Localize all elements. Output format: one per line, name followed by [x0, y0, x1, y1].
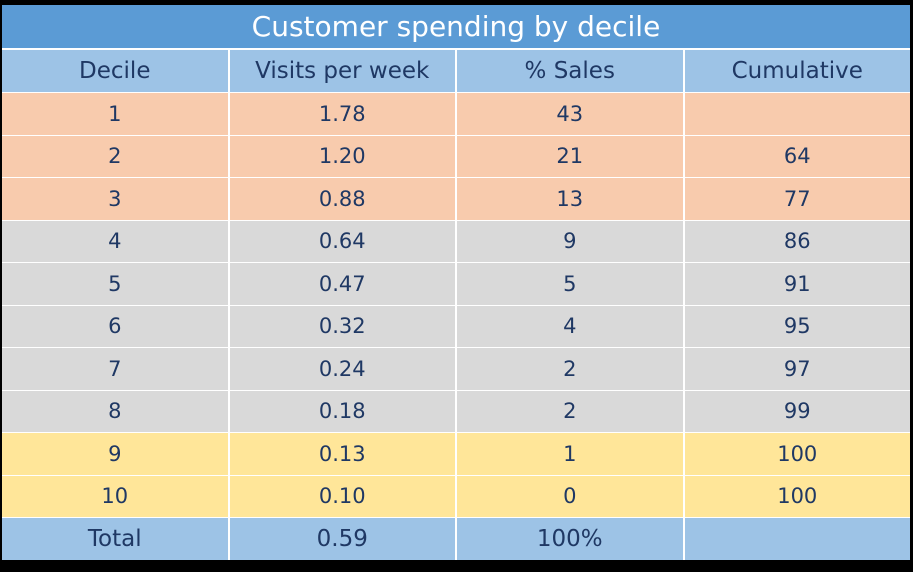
- visits-cell: 0.64: [230, 220, 457, 262]
- sales-cell: 21: [457, 135, 685, 177]
- table-row: 2 1.20 21 64: [2, 135, 910, 178]
- header-percent-sales: % Sales: [457, 50, 685, 92]
- sales-cell: 0: [457, 475, 685, 517]
- cumulative-cell: 91: [783, 271, 811, 296]
- total-cumulative: [685, 518, 911, 560]
- decile-cell: 5: [2, 263, 230, 305]
- decile-cell: 4: [2, 220, 230, 262]
- visits-cell: 0.88: [230, 178, 457, 220]
- decile-cell: 2: [2, 135, 230, 177]
- cumulative-cell: 100: [777, 441, 818, 466]
- decile-cell: 1: [2, 93, 230, 135]
- cumulative-cell: 95: [783, 314, 811, 339]
- cumulative-cell: 64: [783, 144, 811, 169]
- sales-cell: 13: [457, 178, 685, 220]
- sales-cell: 43: [457, 93, 685, 135]
- cumulative-cell: [685, 93, 911, 135]
- sales-cell: 4: [457, 305, 685, 347]
- visits-cell: 0.18: [230, 390, 457, 432]
- table-row: 9 0.13 1 100: [2, 433, 910, 476]
- decile-cell: 7: [2, 348, 230, 390]
- header-visits-per-week: Visits per week: [230, 50, 457, 92]
- table-row: 7 0.24 2 97: [2, 348, 910, 391]
- table-row: 1 1.78 43: [2, 93, 910, 136]
- header-row: Decile Visits per week % Sales Cumulativ…: [2, 50, 910, 93]
- table-row: 8 0.18 2 99: [2, 390, 910, 433]
- header-decile: Decile: [2, 50, 230, 92]
- cumulative-cell: 77: [783, 186, 811, 211]
- table-row: 5 0.47 5 91: [2, 263, 910, 306]
- decile-cell: 3: [2, 178, 230, 220]
- visits-cell: 0.32: [230, 305, 457, 347]
- sales-cell: 1: [457, 433, 685, 475]
- visits-cell: 0.47: [230, 263, 457, 305]
- cumulative-cell: 99: [783, 399, 811, 424]
- table-body: 1 1.78 43 2 1.20 21 64 3 0.88 13 77 4 0.64 9 86 5 0.47 5 9…: [2, 93, 910, 518]
- table-title: Customer spending by decile: [2, 5, 910, 50]
- cumulative-cell: 100: [777, 484, 818, 509]
- visits-cell: 0.13: [230, 433, 457, 475]
- header-cumulative: Cumulative: [731, 58, 863, 84]
- total-sales: 100%: [457, 518, 685, 560]
- visits-cell: 0.24: [230, 348, 457, 390]
- total-row: Total 0.59 100%: [2, 518, 910, 560]
- cumulative-cell: 86: [783, 229, 811, 254]
- table-row: 3 0.88 13 77: [2, 178, 910, 221]
- table-title-text: Customer spending by decile: [251, 10, 661, 43]
- table-row: 6 0.32 4 95: [2, 305, 910, 348]
- sales-cell: 2: [457, 390, 685, 432]
- table-row: 10 0.10 0 100: [2, 475, 910, 518]
- decile-cell: 9: [2, 433, 230, 475]
- sales-cell: 5: [457, 263, 685, 305]
- total-label: Total: [2, 518, 230, 560]
- visits-cell: 0.10: [230, 475, 457, 517]
- decile-cell: 10: [2, 475, 230, 517]
- sales-cell: 9: [457, 220, 685, 262]
- visits-cell: 1.20: [230, 135, 457, 177]
- cumulative-cell: 97: [783, 356, 811, 381]
- total-visits: 0.59: [230, 518, 457, 560]
- decile-cell: 6: [2, 305, 230, 347]
- visits-cell: 1.78: [230, 93, 457, 135]
- table-row: 4 0.64 9 86: [2, 220, 910, 263]
- sales-cell: 2: [457, 348, 685, 390]
- decile-cell: 8: [2, 390, 230, 432]
- decile-table: Customer spending by decile Decile Visit…: [2, 5, 910, 560]
